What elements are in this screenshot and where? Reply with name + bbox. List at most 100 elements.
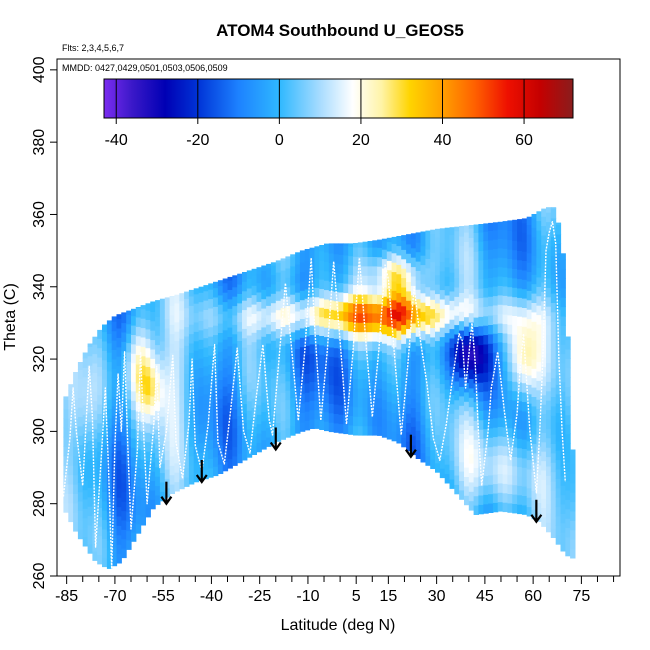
wind-cell bbox=[102, 481, 108, 492]
wind-cell bbox=[309, 247, 315, 251]
wind-cell bbox=[77, 397, 84, 408]
wind-cell bbox=[517, 344, 523, 355]
wind-cell bbox=[270, 312, 277, 322]
wind-cell bbox=[295, 329, 301, 340]
wind-cell bbox=[333, 366, 340, 377]
wind-cell bbox=[444, 454, 451, 465]
wind-cell bbox=[546, 447, 552, 458]
wind-cell bbox=[526, 309, 533, 320]
wind-cell bbox=[483, 223, 489, 232]
wind-cell bbox=[526, 497, 533, 508]
wind-cell bbox=[285, 352, 291, 363]
wind-cell bbox=[145, 432, 151, 443]
wind-cell bbox=[401, 437, 407, 448]
wind-cell bbox=[565, 546, 571, 557]
wind-cell bbox=[512, 353, 518, 363]
wind-cell bbox=[415, 402, 422, 412]
wind-cell bbox=[77, 510, 84, 521]
wind-cell bbox=[68, 408, 74, 419]
wind-cell bbox=[92, 391, 98, 402]
wind-cell bbox=[121, 454, 127, 465]
wind-cell bbox=[140, 383, 146, 394]
wind-cell bbox=[227, 308, 233, 319]
wind-cell bbox=[444, 445, 451, 456]
wind-cell bbox=[570, 510, 576, 521]
wind-cell bbox=[116, 403, 122, 414]
wind-cell bbox=[324, 280, 330, 291]
wind-cell bbox=[459, 301, 465, 312]
wind-cell bbox=[406, 243, 412, 254]
wind-cell bbox=[217, 398, 224, 409]
wind-cell bbox=[425, 446, 431, 457]
wind-cell bbox=[121, 425, 127, 436]
wind-cell bbox=[430, 336, 436, 347]
wind-cell bbox=[304, 326, 311, 337]
wind-cell bbox=[550, 330, 557, 341]
wind-cell bbox=[415, 392, 422, 403]
wind-cell bbox=[526, 290, 533, 301]
wind-cell bbox=[497, 473, 504, 484]
wind-cell bbox=[353, 284, 359, 295]
wind-cell bbox=[169, 361, 175, 372]
wind-cell bbox=[507, 352, 513, 363]
wind-cell bbox=[193, 340, 200, 351]
wind-cell bbox=[497, 221, 504, 230]
wind-cell bbox=[536, 493, 542, 504]
wind-cell bbox=[270, 330, 277, 341]
wind-cell bbox=[507, 305, 513, 316]
wind-cell bbox=[338, 376, 344, 387]
wind-cell bbox=[159, 369, 166, 380]
wind-cell bbox=[348, 255, 354, 266]
wind-cell bbox=[184, 345, 190, 356]
wind-cell bbox=[208, 411, 214, 422]
wind-cell bbox=[488, 222, 494, 231]
wind-cell bbox=[106, 493, 113, 504]
wind-cell bbox=[478, 447, 484, 458]
wind-cell bbox=[222, 423, 229, 434]
wind-cell bbox=[213, 281, 219, 289]
wind-cell bbox=[290, 254, 296, 258]
wind-cell bbox=[333, 310, 340, 320]
wind-cell bbox=[401, 352, 407, 363]
wind-cell bbox=[217, 341, 224, 352]
wind-cell bbox=[97, 422, 103, 433]
wind-cell bbox=[410, 445, 417, 456]
wind-cell bbox=[328, 299, 335, 310]
wind-cell bbox=[473, 270, 479, 280]
wind-cell bbox=[348, 243, 354, 247]
wind-cell bbox=[77, 378, 84, 389]
wind-cell bbox=[531, 358, 537, 369]
wind-cell bbox=[106, 361, 113, 372]
wind-cell bbox=[468, 340, 475, 351]
wind-cell bbox=[517, 438, 523, 449]
wind-cell bbox=[386, 316, 393, 327]
wind-cell bbox=[328, 271, 335, 282]
wind-cell bbox=[521, 410, 528, 421]
wind-cell bbox=[507, 493, 513, 504]
wind-cell bbox=[343, 320, 349, 331]
wind-cell bbox=[68, 399, 74, 410]
wind-cell bbox=[473, 298, 479, 309]
wind-cell bbox=[497, 445, 504, 456]
y-tick-label: 280 bbox=[31, 490, 48, 517]
wind-cell bbox=[82, 414, 89, 425]
wind-cell bbox=[155, 353, 161, 364]
wind-cell bbox=[217, 454, 224, 465]
wind-cell bbox=[280, 258, 286, 262]
wind-cell bbox=[507, 455, 513, 466]
wind-cell bbox=[468, 293, 475, 304]
wind-cell bbox=[246, 278, 253, 289]
wind-cell bbox=[531, 396, 537, 407]
wind-cell bbox=[87, 496, 93, 507]
wind-cell bbox=[131, 308, 137, 317]
wind-cell bbox=[536, 333, 542, 344]
wind-cell bbox=[242, 403, 248, 414]
wind-cell bbox=[266, 263, 272, 269]
wind-cell bbox=[174, 359, 180, 370]
wind-cell bbox=[328, 337, 335, 348]
wind-cell bbox=[328, 309, 335, 320]
wind-cell bbox=[131, 437, 137, 448]
wind-cell bbox=[464, 344, 470, 355]
wind-cell bbox=[546, 381, 552, 392]
wind-cell bbox=[116, 497, 122, 508]
